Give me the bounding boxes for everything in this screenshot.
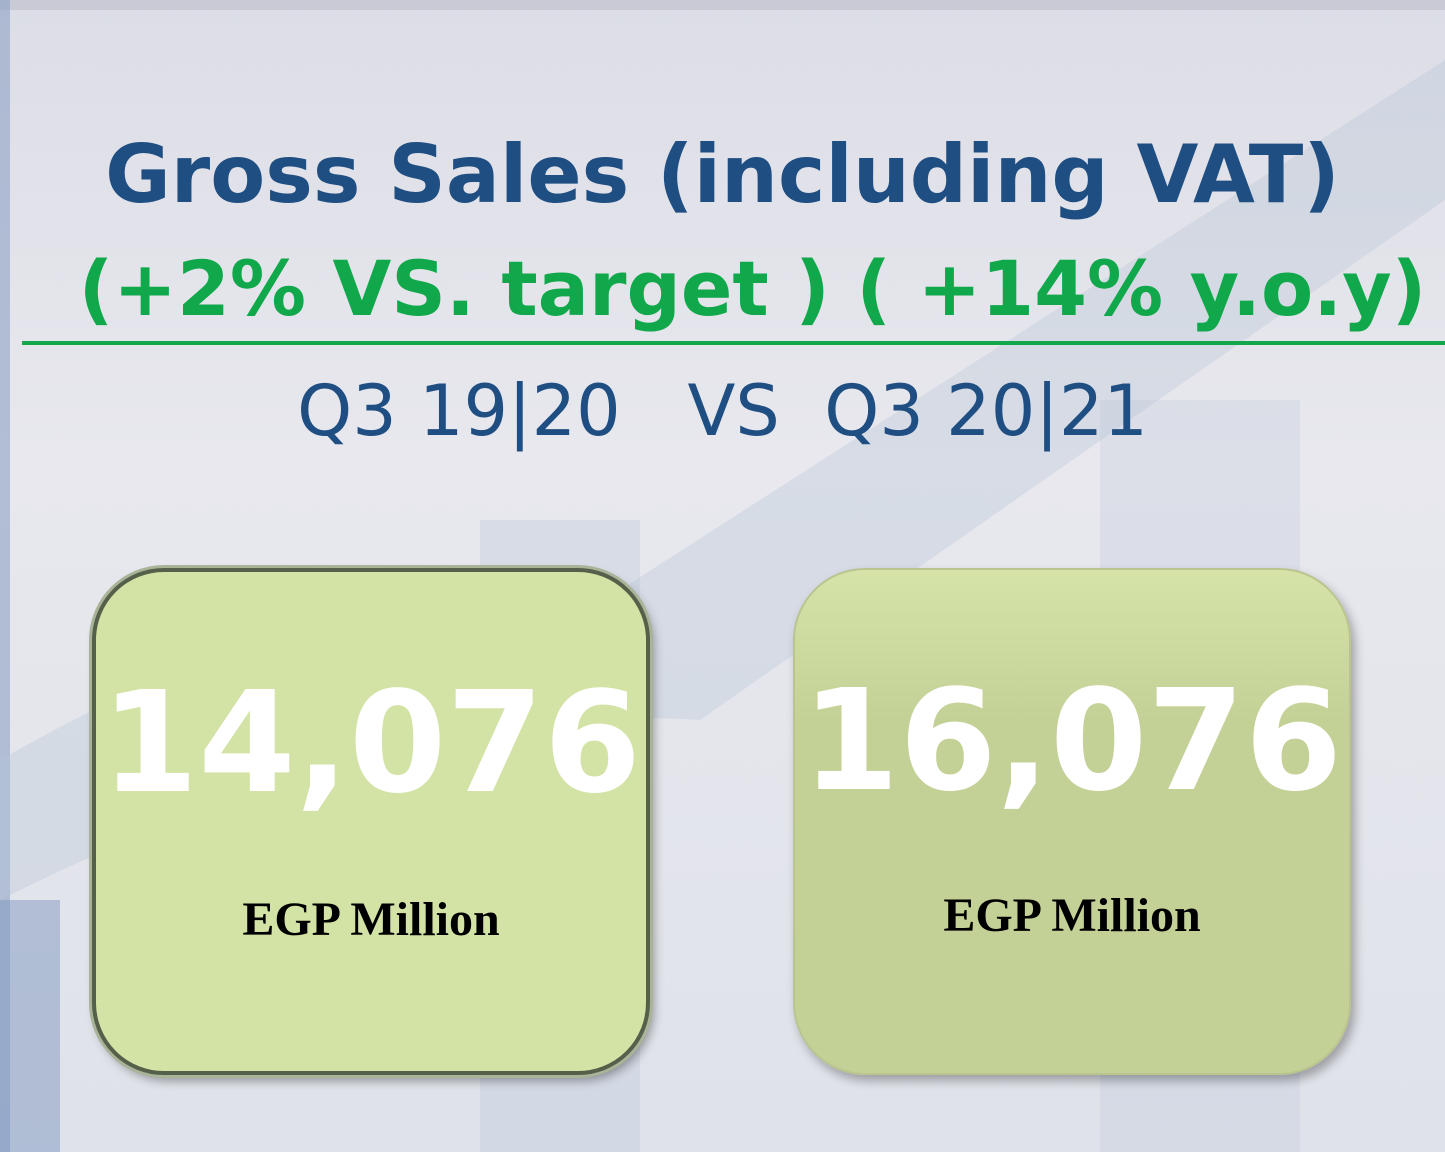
subtitle: (+2% VS. target ) ( +14% y.o.y) xyxy=(78,244,1427,333)
left-edge xyxy=(0,0,10,1152)
card: 14,076 EGP Million xyxy=(92,568,650,1075)
card-value: 14,076 xyxy=(100,662,642,825)
card-unit: EGP Million xyxy=(943,889,1201,942)
underline xyxy=(22,341,1445,345)
card: 16,076 EGP Million xyxy=(793,568,1351,1075)
card-value: 16,076 xyxy=(801,660,1343,823)
top-band xyxy=(0,0,1445,10)
comparison: Q3 19|20 VS Q3 20|21 xyxy=(297,370,1148,452)
title: Gross Sales (including VAT) xyxy=(105,128,1340,221)
card-unit: EGP Million xyxy=(242,893,500,946)
bg-bar xyxy=(0,900,60,1152)
